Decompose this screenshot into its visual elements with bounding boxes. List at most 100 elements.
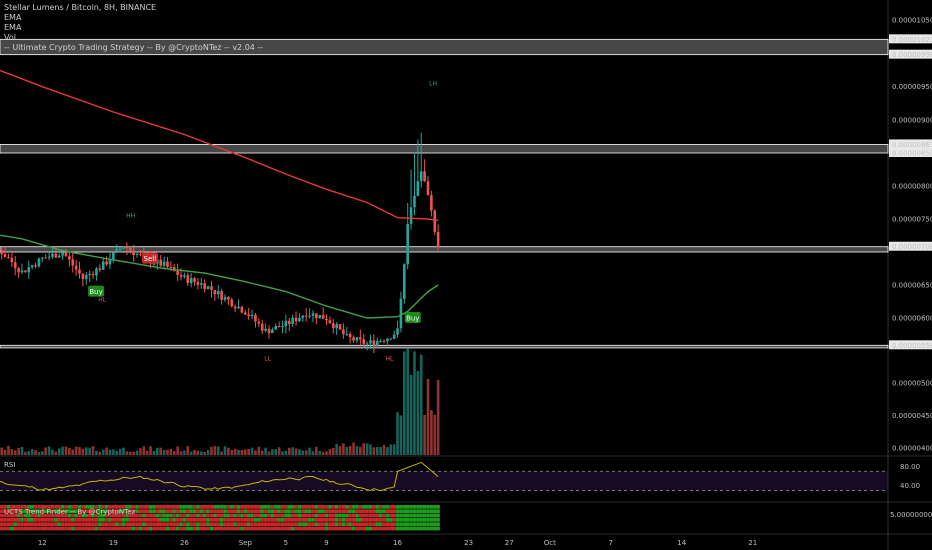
trend-cell bbox=[81, 526, 85, 531]
trend-cell bbox=[307, 513, 312, 518]
trend-cell bbox=[111, 513, 116, 518]
trend-cell bbox=[67, 518, 72, 522]
rsi-pane-label[interactable]: RSI bbox=[4, 461, 16, 469]
trend-cell bbox=[358, 522, 363, 527]
candle bbox=[3, 254, 7, 258]
volume-bar bbox=[426, 378, 430, 455]
price-tick-label: 0.00000800 bbox=[892, 183, 932, 191]
trend-cell bbox=[321, 509, 325, 514]
trend-cell bbox=[23, 505, 28, 509]
trend-cell bbox=[294, 526, 298, 531]
rsi-tick-label: 80.00 bbox=[900, 463, 920, 471]
trend-cell bbox=[84, 526, 88, 531]
volume-bar bbox=[240, 450, 244, 455]
candle bbox=[237, 306, 240, 309]
trend-cell bbox=[169, 526, 173, 531]
trend-cell bbox=[179, 522, 183, 527]
trend-cell bbox=[328, 518, 332, 522]
trend-cell bbox=[84, 509, 88, 514]
trend-cell bbox=[13, 505, 17, 509]
trend-cell bbox=[104, 518, 109, 522]
candle bbox=[54, 253, 58, 258]
trend-cell bbox=[121, 509, 126, 514]
sr-zone bbox=[0, 38, 889, 56]
trend-cell bbox=[54, 518, 58, 522]
trend-cell bbox=[230, 518, 234, 522]
trend-cell bbox=[101, 513, 105, 518]
trend-cell bbox=[338, 518, 342, 522]
trend-cell bbox=[108, 526, 112, 531]
trend-cell bbox=[318, 509, 322, 514]
trend-cell bbox=[348, 518, 352, 522]
trend-cell bbox=[206, 513, 210, 518]
trend-cell bbox=[334, 518, 339, 522]
trend-cell bbox=[169, 505, 173, 509]
trend-cell bbox=[328, 522, 332, 527]
trend-cell bbox=[169, 522, 173, 527]
trend-cell bbox=[20, 526, 24, 531]
trend-cell bbox=[321, 522, 325, 527]
trend-cell bbox=[50, 505, 55, 509]
volume-bar bbox=[13, 450, 17, 455]
candle bbox=[247, 314, 250, 317]
trend-cell bbox=[412, 509, 417, 514]
trend-cell bbox=[108, 505, 112, 509]
legend-ema-1[interactable]: EMA bbox=[4, 13, 22, 22]
trend-cell bbox=[87, 526, 92, 531]
price-tick-label: 0.00000400 bbox=[892, 445, 932, 453]
trend-cell bbox=[192, 518, 197, 522]
trend-cell bbox=[301, 505, 305, 509]
trend-cell bbox=[362, 518, 366, 522]
trend-cell bbox=[355, 505, 359, 509]
trend-cell bbox=[274, 518, 278, 522]
trend-cell bbox=[290, 513, 295, 518]
volume-bar bbox=[183, 450, 186, 455]
legend-vol[interactable]: Vol bbox=[4, 33, 16, 42]
candle bbox=[301, 315, 305, 318]
trend-cell bbox=[433, 522, 437, 527]
trend-cell bbox=[351, 526, 356, 531]
trend-pane-label[interactable]: UCTS Trend Finder -- By @CryptoNTez bbox=[4, 508, 136, 516]
trend-cell bbox=[213, 513, 217, 518]
legend-title[interactable]: Stellar Lumens / Bitcoin, 8H, BINANCE bbox=[4, 3, 157, 12]
trend-cell bbox=[378, 526, 383, 531]
trend-cell bbox=[27, 509, 31, 514]
trend-cell bbox=[74, 522, 78, 527]
trend-cell bbox=[47, 518, 51, 522]
volume-bar bbox=[369, 444, 372, 455]
legend-ema-2[interactable]: EMA bbox=[4, 23, 22, 32]
trend-cell bbox=[338, 513, 342, 518]
trend-cell bbox=[416, 526, 420, 531]
trend-cell bbox=[47, 513, 51, 518]
trend-cell bbox=[94, 526, 99, 531]
trend-cell bbox=[64, 513, 68, 518]
trend-cell bbox=[270, 518, 275, 522]
trend-cell bbox=[182, 526, 187, 531]
trend-cell bbox=[121, 518, 126, 522]
trend-cell bbox=[267, 509, 271, 514]
volume-bar bbox=[101, 449, 105, 455]
trend-cell bbox=[426, 509, 430, 514]
trend-cell bbox=[314, 518, 319, 522]
trend-cell bbox=[385, 509, 390, 514]
candle bbox=[91, 273, 95, 276]
volume-bar bbox=[389, 444, 393, 455]
time-tick-label: 12 bbox=[38, 539, 47, 547]
trend-cell bbox=[64, 526, 68, 531]
trend-cell bbox=[77, 509, 82, 514]
trend-cell bbox=[155, 509, 160, 514]
volume-bar bbox=[342, 443, 345, 455]
trend-cell bbox=[64, 505, 68, 509]
trend-cell bbox=[20, 513, 24, 518]
candle bbox=[112, 252, 115, 261]
trend-cell bbox=[416, 509, 420, 514]
trend-cell bbox=[233, 505, 237, 509]
candle bbox=[233, 306, 237, 309]
trend-cell bbox=[101, 505, 105, 509]
volume-bar bbox=[17, 447, 20, 455]
trend-cell bbox=[13, 513, 17, 518]
trend-cell bbox=[416, 505, 420, 509]
legend-strategy[interactable]: -- Ultimate Crypto Trading Strategy -- B… bbox=[4, 43, 264, 52]
trend-cell bbox=[219, 518, 224, 522]
